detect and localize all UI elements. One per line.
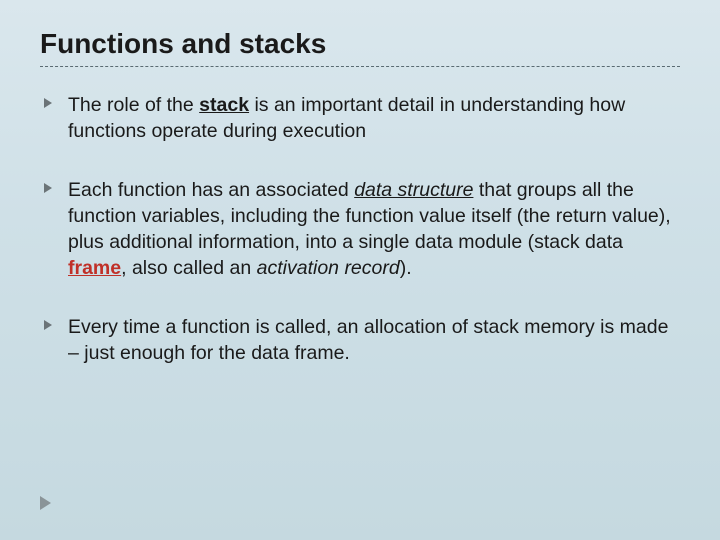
bullet-text: Each function has an associated data str… [68,179,671,278]
bullet-item: The role of the stack is an important de… [44,93,680,144]
text-run: , also called an [121,257,257,279]
title-divider [40,66,680,67]
text-run: stack [199,94,249,116]
text-run: Each function has an associated [68,179,354,201]
bullet-text: Every time a function is called, an allo… [68,316,668,364]
text-run: data structure [354,179,473,201]
bullet-text: The role of the stack is an important de… [68,94,625,142]
bullet-arrow-icon [44,98,52,108]
bullet-item: Each function has an associated data str… [44,178,680,281]
bullet-arrow-icon [44,320,52,330]
bullet-list: The role of the stack is an important de… [40,93,680,367]
corner-arrow-icon [40,496,51,510]
slide-title: Functions and stacks [40,28,680,60]
text-run: The role of the [68,94,199,116]
bullet-arrow-icon [44,183,52,193]
slide: Functions and stacks The role of the sta… [0,0,720,540]
text-run: activation record [257,257,400,279]
text-run: Every time a function is called, an allo… [68,316,668,364]
bullet-item: Every time a function is called, an allo… [44,315,680,366]
text-run: ). [400,257,412,279]
text-run: frame [68,257,121,279]
